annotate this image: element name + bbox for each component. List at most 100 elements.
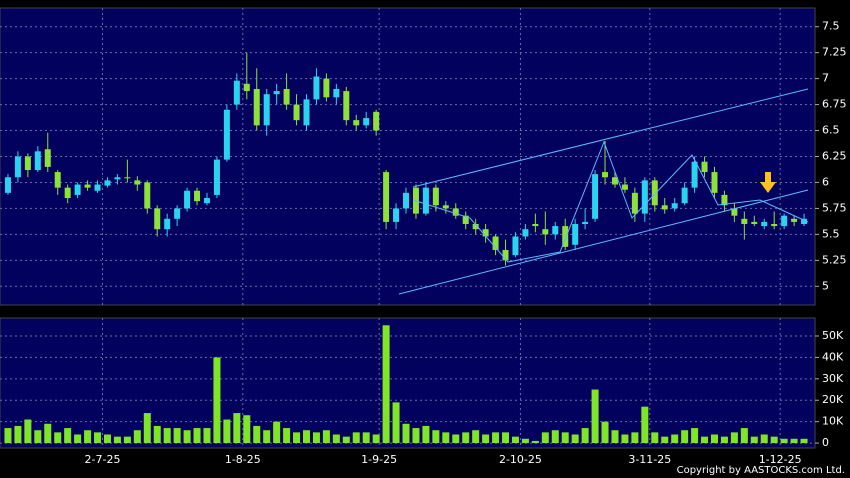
candle-body xyxy=(194,190,201,202)
y-tick-label: 10K xyxy=(822,415,844,428)
candle-body xyxy=(452,208,459,216)
volume-bar xyxy=(571,434,579,444)
volume-bar xyxy=(372,434,380,444)
volume-bar xyxy=(601,421,609,444)
candle-body xyxy=(203,198,210,204)
candle-body xyxy=(383,172,390,222)
volume-bar xyxy=(312,432,320,444)
volume-bar xyxy=(790,438,798,444)
volume-bar xyxy=(103,434,111,444)
candle-body xyxy=(771,224,778,227)
candle-body xyxy=(462,215,469,224)
candle-body xyxy=(751,221,758,224)
volume-bar xyxy=(94,432,102,444)
candle-body xyxy=(44,149,51,167)
volume-bar xyxy=(273,421,281,444)
candle-body xyxy=(502,249,509,261)
channel-upper xyxy=(412,88,809,188)
y-tick-label: 6 xyxy=(822,175,829,188)
candle-body xyxy=(353,120,360,126)
candle-body xyxy=(482,229,489,237)
volume-bar xyxy=(302,430,310,444)
candle-body xyxy=(472,224,479,230)
candle-body xyxy=(164,218,171,230)
candle-body xyxy=(74,184,81,195)
candle-body xyxy=(213,159,220,195)
volume-bar xyxy=(24,419,32,444)
x-tick-label: 2-7-25 xyxy=(85,453,121,466)
y-tick-label: 7 xyxy=(822,72,829,85)
volume-bar xyxy=(720,436,728,444)
candle-body xyxy=(562,226,569,247)
volume-bar xyxy=(730,432,738,444)
candle-body xyxy=(144,182,151,209)
volume-bar xyxy=(74,434,82,444)
candle-body xyxy=(54,172,61,188)
volume-bar xyxy=(163,428,171,444)
volume-bar xyxy=(243,415,251,444)
candle-body xyxy=(492,236,499,250)
volume-bar xyxy=(621,434,629,444)
volume-bar xyxy=(561,432,569,444)
candle-body xyxy=(532,224,539,227)
volume-bar xyxy=(541,432,549,444)
candle-body xyxy=(661,205,668,210)
candle-body xyxy=(323,78,330,98)
volume-bar xyxy=(173,428,181,444)
y-tick-label: 5.75 xyxy=(822,201,847,214)
candle-body xyxy=(293,104,300,121)
x-tick-label: 1-12-25 xyxy=(759,453,802,466)
volume-bar xyxy=(511,436,519,444)
candle-body xyxy=(94,184,101,191)
volume-bar xyxy=(651,432,659,444)
x-tick-label: 2-10-25 xyxy=(499,453,542,466)
candle-body xyxy=(114,177,121,180)
copyright: Copyright by AASTOCKS.com Ltd. xyxy=(677,465,845,476)
volume-bar xyxy=(223,419,231,444)
volume-bar xyxy=(691,428,699,444)
candle-body xyxy=(442,205,449,209)
candle-body xyxy=(791,218,798,222)
volume-bar xyxy=(502,432,510,444)
y-tick-label: 6.75 xyxy=(822,98,847,111)
volume-bar xyxy=(44,423,52,444)
candle-body xyxy=(134,180,141,185)
volume-bar xyxy=(492,432,500,444)
volume-bar xyxy=(193,428,201,444)
candle-body xyxy=(273,91,280,95)
x-tick-label: 1-9-25 xyxy=(361,453,397,466)
volume-bar xyxy=(233,413,241,444)
candle-body xyxy=(721,194,728,206)
volume-bar xyxy=(462,432,470,444)
candle-body xyxy=(34,151,41,170)
volume-bar xyxy=(472,430,480,444)
volume-bar xyxy=(342,436,350,444)
candle-body xyxy=(801,218,808,224)
volume-bar xyxy=(34,430,42,444)
volume-bar xyxy=(710,434,718,444)
candle-body xyxy=(333,89,340,98)
candle-body xyxy=(512,236,519,256)
candle-body xyxy=(4,177,11,193)
volume-bar xyxy=(84,430,92,444)
candle-body xyxy=(761,221,768,227)
candle-body xyxy=(233,80,240,105)
candle-body xyxy=(174,208,181,219)
volume-bar xyxy=(133,430,141,444)
candle-body xyxy=(283,89,290,105)
candle-body xyxy=(14,156,21,178)
candle-body xyxy=(303,99,310,126)
volume-bar xyxy=(213,357,221,444)
y-tick-label: 6.5 xyxy=(822,124,840,137)
candle-body xyxy=(343,91,350,121)
candle-body xyxy=(313,76,320,100)
candle-body xyxy=(602,172,609,178)
candle-body xyxy=(592,174,599,219)
marks-layer xyxy=(4,52,808,444)
candle-body xyxy=(542,229,549,235)
x-tick-label: 1-8-25 xyxy=(225,453,261,466)
candle-body xyxy=(64,187,71,199)
volume-bar xyxy=(641,406,649,444)
candle-body xyxy=(223,109,230,160)
y-tick-label: 40K xyxy=(822,350,844,363)
